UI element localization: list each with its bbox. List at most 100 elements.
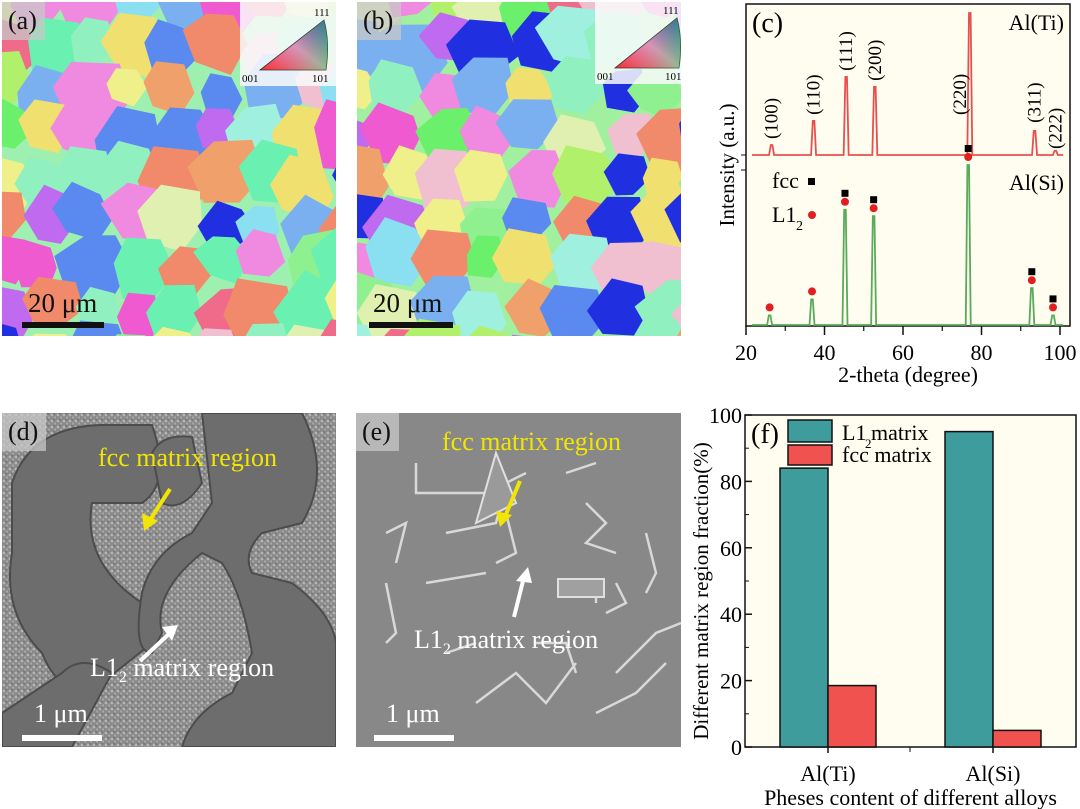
grain [679,120,681,137]
l12-region-annotation: L12 matrix region [414,625,598,659]
grain [630,183,681,252]
legend-label-fcc: fcc [772,168,799,193]
l12-marker [808,287,817,296]
legend-label-l12-rest: matrix [871,420,928,445]
grain [677,329,681,336]
grain [320,319,336,336]
grain [539,285,607,336]
peak-label: (100) [762,98,783,139]
grain [200,73,243,119]
grain [310,227,336,291]
arrows-d [138,487,178,663]
ipf-label-001: 001 [242,73,259,85]
grain [197,328,234,336]
peak-label: (110) [804,74,825,114]
ipf-triangle-icon: 111 001 101 [597,5,681,83]
legend-label-l12: L1 [842,420,866,445]
y-tick-label: 20 [720,669,742,694]
l12-marker [1027,276,1036,285]
legend-swatch-fcc [787,444,833,466]
panel-label-f: (f) [751,419,779,450]
panel-b-ebsd-map: (b) 111 001 101 20 μm [357,2,681,336]
grain [491,228,555,286]
panel-d-sem-image: (d) fcc matrix region L12 matrix region … [2,413,336,747]
grain [22,276,84,328]
grain [2,51,31,104]
grain [454,149,508,202]
grain [235,229,286,277]
panel-label-e: (e) [356,413,399,451]
ipf-label-001: 001 [597,71,614,83]
yellow-arrow-icon [146,487,172,525]
grain [586,278,650,336]
white-arrow-icon [138,631,172,663]
l12-marker [840,197,849,206]
grain [52,181,113,241]
ipf-label-101: 101 [312,73,329,85]
grain [245,323,287,336]
fcc-marker [964,145,972,152]
x-axis-label: Pheses content of different alloys [764,785,1057,809]
grain [137,184,203,252]
white-arrow-icon [512,576,526,618]
matrix-region-text: matrix region [450,625,599,654]
legend-label-l12-sub: 2 [796,219,803,234]
y-tick-label: 0 [731,735,742,760]
xrd-line-alti [751,12,1064,156]
l12-text: L1 [414,625,443,654]
panel-f-bar-chart: 0 20 40 60 80 100 Al(Ti) Al(Si) Pheses content o… [680,400,1080,809]
grain [113,237,175,302]
ipf-label-111: 111 [314,7,330,19]
grain [546,56,609,115]
white-arrowhead-icon [162,625,178,641]
bar-l12-matrix [944,430,994,748]
legend-label-l12: L1 [772,202,796,227]
grain [678,179,681,190]
scale-bar-label-d: 1 μm [34,699,88,728]
fcc-marker [1049,295,1057,303]
legend-marker-fcc [808,178,815,185]
grain [603,153,651,196]
grain [70,17,116,67]
y-tick-label: 40 [720,602,742,627]
x-tick-label: 20 [735,340,757,365]
panel-c-xrd-chart: 20 40 60 80 100 2-theta (degree) Intensity (a.… [690,0,1080,400]
grain [324,280,336,326]
l12-marker [1049,303,1058,312]
y-tick-label: 100 [709,403,742,428]
xrd-line-alsi [751,164,1064,326]
grain [146,284,202,336]
scale-bar-b [369,322,453,328]
grain [2,324,19,336]
grain [314,99,336,170]
legend-label-l12-sub: 2 [865,436,872,451]
sem-micrograph-d [2,413,336,747]
arrows-e [496,480,532,618]
panel-label-c: (c) [752,8,783,39]
scale-bar-d [22,735,102,741]
l12-marker [964,153,973,161]
yellow-arrow-icon [502,480,522,520]
scale-bar-label-b: 20 μm [373,288,443,318]
x-tick-label: Al(Si) [966,761,1021,786]
grain [508,149,568,208]
grain [2,98,33,149]
scale-bar-a [22,322,104,328]
l12-subscript: 2 [442,641,451,659]
grain [410,229,476,289]
ipf-label-101: 101 [665,71,681,83]
panel-e-sem-image: (e) fcc matrix region L12 matrix region … [356,413,681,747]
y-tick-label: 60 [720,536,742,561]
legend-marker-l12 [808,211,816,219]
yellow-arrowhead-icon [496,511,512,527]
peak-label: (220) [950,74,971,115]
grain [182,13,248,76]
y-axis-label: Intensity (a.u.) [715,103,739,226]
grain [495,99,560,150]
xrd-chart: 20 40 60 80 100 2-theta (degree) Intensity (a.… [715,3,1077,387]
grain [286,324,330,336]
scale-bar-label-a: 20 μm [28,288,98,318]
yellow-arrowhead-icon [142,513,158,531]
x-axis-label: 2-theta (degree) [838,362,978,387]
fcc-region-annotation: fcc matrix region [442,427,622,456]
